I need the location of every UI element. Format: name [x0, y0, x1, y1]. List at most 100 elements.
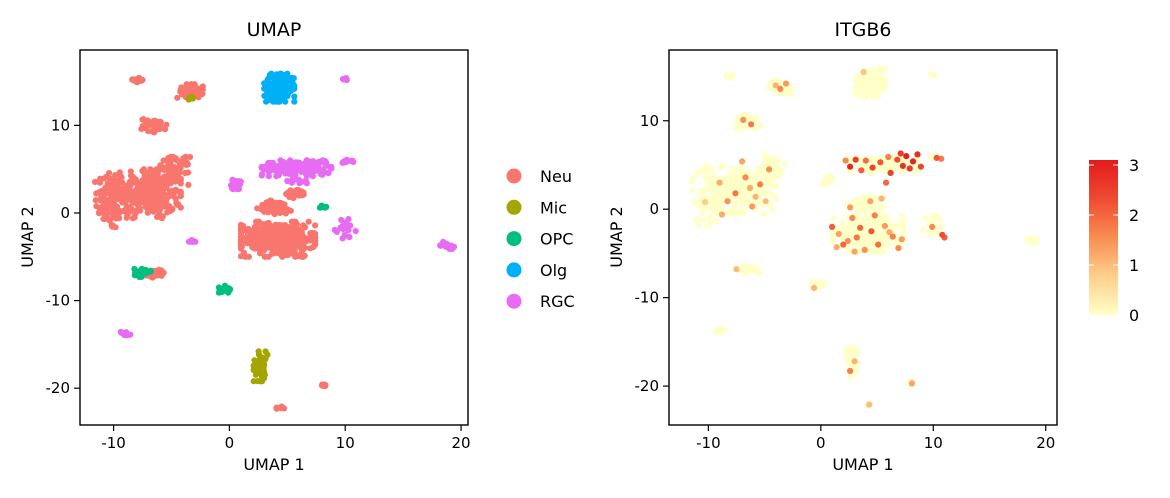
colorbar-tick-label: 2	[1129, 206, 1139, 225]
point-expression	[895, 245, 902, 252]
point-expression	[840, 241, 847, 248]
point-olg	[288, 75, 295, 82]
point-rgc	[289, 177, 296, 184]
point-rgc	[303, 180, 310, 187]
point-zero-expression	[715, 198, 722, 205]
colorbar-gradient	[1089, 160, 1118, 315]
point-neu	[123, 214, 130, 221]
point-zero-expression	[713, 218, 720, 225]
point-neu	[307, 230, 314, 237]
point-zero-expression	[760, 210, 767, 217]
point-zero-expression	[695, 221, 702, 228]
point-neu	[290, 238, 297, 245]
point-expression	[748, 121, 755, 128]
point-zero-expression	[742, 268, 750, 275]
point-mic	[264, 351, 271, 358]
point-neu	[185, 181, 192, 188]
colorbar-tick-label: 3	[1129, 156, 1139, 175]
point-expression	[724, 198, 731, 205]
point-expression	[894, 156, 901, 163]
point-opc	[222, 283, 229, 290]
x-tick-label-umap: 0	[225, 434, 235, 452]
point-zero-expression	[722, 193, 729, 200]
point-neu	[182, 84, 189, 91]
point-expression	[857, 224, 864, 231]
point-zero-expression	[857, 241, 864, 248]
point-neu	[279, 222, 286, 229]
point-zero-expression	[930, 71, 937, 78]
point-expression	[746, 184, 754, 192]
point-zero-expression	[845, 244, 852, 252]
colorbar-tick-label: 0	[1129, 306, 1139, 325]
point-zero-expression	[871, 202, 879, 209]
point-expression	[883, 179, 890, 186]
y-tick-label-umap: 10	[51, 116, 70, 134]
legend-label: Olg	[540, 261, 567, 280]
y-tick-label-itgb6: -10	[635, 289, 660, 307]
legend-item-olg: Olg	[506, 261, 567, 280]
point-zero-expression	[751, 186, 759, 193]
point-neu	[152, 268, 159, 275]
point-neu	[92, 178, 99, 185]
point-zero-expression	[713, 205, 720, 212]
point-zero-expression	[880, 233, 887, 240]
point-neu	[174, 94, 181, 101]
point-neu	[99, 187, 106, 194]
point-rgc	[343, 219, 350, 226]
point-neu	[175, 158, 182, 165]
legend-item-mic: Mic	[506, 198, 567, 217]
point-zero-expression	[732, 199, 739, 206]
point-rgc	[300, 168, 307, 175]
point-neu	[148, 119, 155, 126]
point-zero-expression	[866, 214, 873, 221]
point-neu	[108, 190, 115, 197]
point-rgc	[346, 233, 353, 241]
point-zero-expression	[1034, 236, 1041, 243]
point-expression	[777, 85, 784, 92]
point-expression	[853, 234, 860, 241]
point-neu	[133, 78, 140, 85]
point-neu	[98, 204, 105, 211]
point-zero-expression	[788, 85, 796, 92]
point-neu	[108, 184, 115, 192]
point-neu	[261, 253, 268, 260]
point-neu	[253, 218, 260, 225]
point-expression	[847, 163, 854, 170]
point-neu	[160, 269, 167, 276]
point-zero-expression	[830, 238, 837, 245]
point-neu	[168, 187, 175, 195]
point-zero-expression	[853, 87, 860, 94]
non-expressing-cells	[688, 65, 1041, 408]
point-neu	[125, 209, 132, 217]
legend-label: Neu	[540, 167, 572, 186]
point-expression	[898, 236, 905, 243]
point-expression	[739, 158, 746, 165]
point-expression	[868, 228, 875, 235]
point-neu	[262, 200, 269, 207]
point-mic	[185, 96, 192, 103]
point-neu	[318, 382, 326, 389]
point-expression	[847, 204, 854, 211]
point-neu	[282, 252, 289, 259]
umap-cluster-panel: UMAP -10 0 10 20 -20 -10 0 10 UMAP 1 UMAP 2	[18, 19, 471, 474]
point-zero-expression	[766, 180, 773, 187]
point-neu	[251, 223, 258, 230]
point-neu	[128, 195, 135, 202]
point-neu	[142, 195, 149, 202]
point-neu	[186, 153, 194, 161]
point-zero-expression	[703, 186, 710, 193]
panel-title-umap: UMAP	[247, 19, 302, 41]
point-expression	[914, 151, 921, 158]
umap-axes: -10 0 10 20 -20 -10 0 10	[46, 116, 471, 452]
point-neu	[270, 200, 277, 207]
point-neu	[101, 175, 108, 182]
point-neu	[149, 190, 156, 197]
point-neu	[119, 199, 126, 206]
point-neu	[139, 116, 146, 123]
point-zero-expression	[873, 218, 880, 225]
point-rgc	[322, 162, 329, 170]
point-zero-expression	[757, 190, 764, 197]
y-axis-label-itgb6: UMAP 2	[607, 206, 626, 267]
point-neu	[312, 222, 319, 229]
